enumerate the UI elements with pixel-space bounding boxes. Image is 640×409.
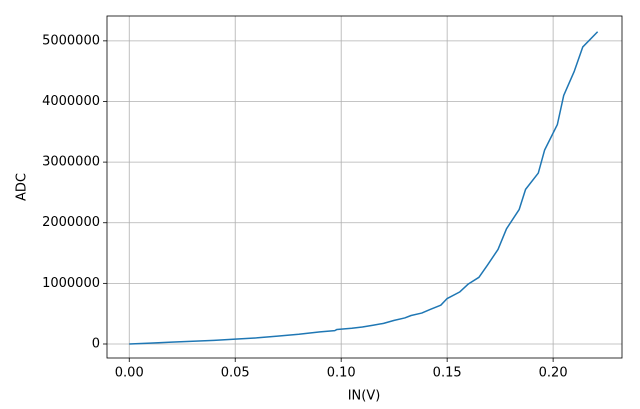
y-axis-label: ADC xyxy=(15,173,30,201)
data-line xyxy=(129,31,599,345)
x-axis-label: IN(V) xyxy=(348,389,381,404)
y-tick-label: 5000000 xyxy=(42,33,100,48)
x-tick-label: 0.20 xyxy=(539,366,568,381)
x-tick-label: 0.10 xyxy=(327,366,356,381)
y-tick-label: 3000000 xyxy=(42,155,100,170)
x-tick-label: 0.05 xyxy=(221,366,250,381)
y-tick-label: 1000000 xyxy=(42,276,100,291)
x-tick-label: 0.15 xyxy=(433,366,462,381)
plot-frame xyxy=(106,15,623,359)
y-tick-label: 2000000 xyxy=(42,215,100,230)
x-tick-label: 0.00 xyxy=(115,366,144,381)
y-tick-label: 0 xyxy=(92,336,100,351)
y-tick-label: 4000000 xyxy=(42,94,100,109)
